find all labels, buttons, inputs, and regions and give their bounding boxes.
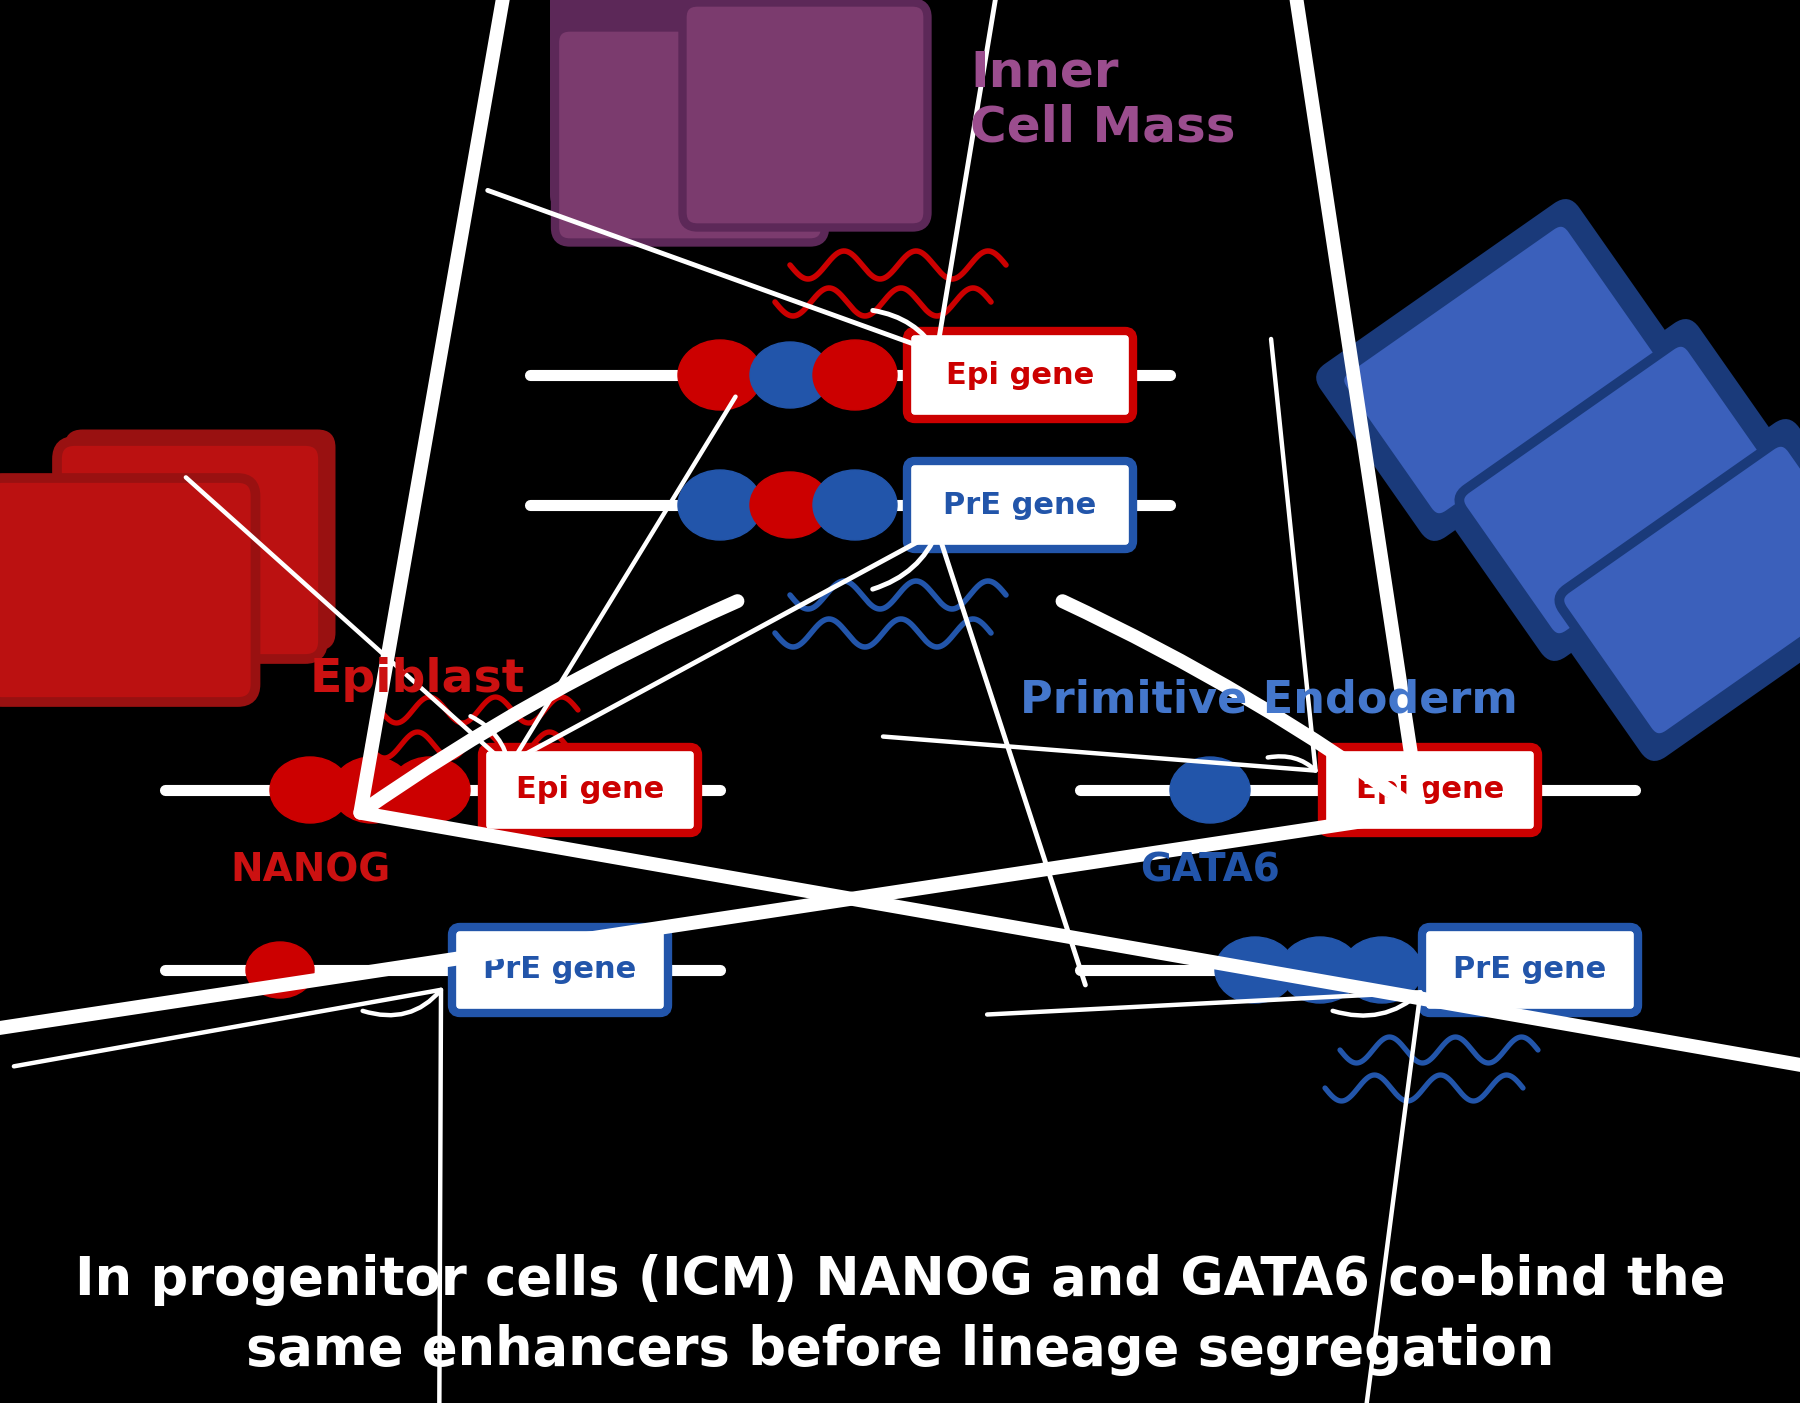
- FancyBboxPatch shape: [482, 746, 698, 833]
- FancyArrowPatch shape: [884, 340, 1316, 770]
- FancyArrowPatch shape: [986, 992, 1420, 1403]
- FancyBboxPatch shape: [1559, 442, 1800, 738]
- Text: Primitive Endoderm: Primitive Endoderm: [1021, 679, 1517, 721]
- FancyBboxPatch shape: [551, 0, 841, 210]
- FancyBboxPatch shape: [682, 3, 927, 227]
- Ellipse shape: [1343, 937, 1422, 1003]
- FancyBboxPatch shape: [1316, 199, 1683, 542]
- FancyBboxPatch shape: [907, 462, 1132, 549]
- FancyBboxPatch shape: [1436, 318, 1800, 661]
- Text: PrE gene: PrE gene: [1453, 955, 1607, 985]
- FancyArrowPatch shape: [488, 0, 1015, 352]
- Ellipse shape: [270, 758, 349, 824]
- Ellipse shape: [1280, 937, 1361, 1003]
- Ellipse shape: [331, 758, 412, 824]
- Text: Epi gene: Epi gene: [1355, 776, 1505, 804]
- FancyBboxPatch shape: [0, 478, 256, 702]
- FancyBboxPatch shape: [554, 28, 824, 243]
- Text: GATA6: GATA6: [1139, 852, 1280, 890]
- Ellipse shape: [751, 342, 830, 408]
- Ellipse shape: [751, 471, 830, 537]
- FancyBboxPatch shape: [58, 441, 322, 659]
- FancyBboxPatch shape: [1422, 927, 1638, 1013]
- FancyBboxPatch shape: [1535, 419, 1800, 760]
- Text: Epi gene: Epi gene: [517, 776, 664, 804]
- Text: In progenitor cells (ICM) NANOG and GATA6 co-bind the: In progenitor cells (ICM) NANOG and GATA…: [76, 1254, 1724, 1306]
- Ellipse shape: [391, 758, 470, 824]
- Text: same enhancers before lineage segregation: same enhancers before lineage segregatio…: [247, 1324, 1553, 1376]
- Text: Epi gene: Epi gene: [945, 361, 1094, 390]
- FancyArrowPatch shape: [185, 397, 736, 767]
- Text: NANOG: NANOG: [230, 852, 391, 890]
- Ellipse shape: [1170, 758, 1249, 824]
- FancyBboxPatch shape: [907, 331, 1132, 419]
- FancyBboxPatch shape: [452, 927, 668, 1013]
- FancyBboxPatch shape: [1321, 746, 1537, 833]
- Ellipse shape: [814, 340, 896, 410]
- Text: Epiblast: Epiblast: [310, 658, 526, 703]
- Ellipse shape: [679, 470, 761, 540]
- FancyBboxPatch shape: [65, 429, 335, 651]
- FancyArrowPatch shape: [360, 0, 1800, 1403]
- FancyArrowPatch shape: [14, 989, 441, 1403]
- FancyBboxPatch shape: [1460, 342, 1780, 638]
- Text: PrE gene: PrE gene: [943, 491, 1096, 519]
- FancyArrowPatch shape: [518, 532, 1085, 985]
- Text: PrE gene: PrE gene: [484, 955, 637, 985]
- Ellipse shape: [247, 941, 313, 998]
- Text: Inner
Cell Mass: Inner Cell Mass: [970, 48, 1235, 152]
- Ellipse shape: [814, 470, 896, 540]
- FancyArrowPatch shape: [0, 0, 1420, 1403]
- Ellipse shape: [679, 340, 761, 410]
- FancyBboxPatch shape: [1339, 222, 1661, 518]
- Ellipse shape: [1215, 937, 1294, 1003]
